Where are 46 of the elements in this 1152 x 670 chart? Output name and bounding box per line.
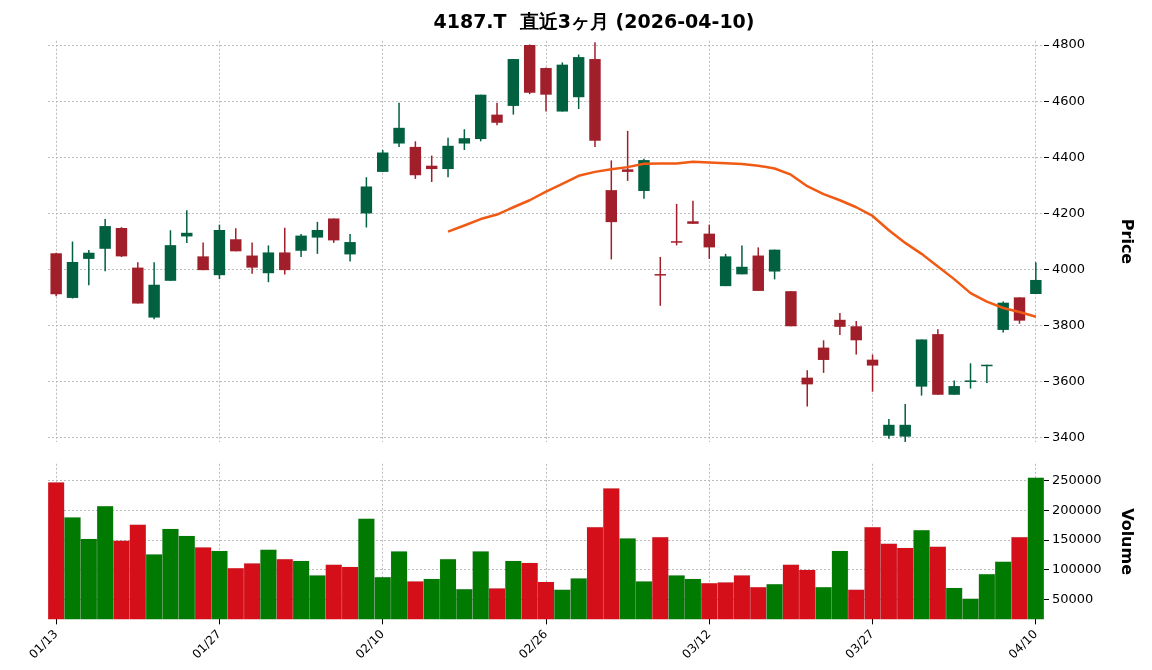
candlestick — [866, 353, 879, 393]
candlestick — [377, 149, 389, 173]
y-tick-label: 4600 — [1052, 92, 1086, 108]
candlestick — [246, 241, 258, 275]
candlestick — [262, 244, 275, 283]
candlestick — [736, 244, 748, 276]
candlestick — [670, 203, 683, 247]
candlestick — [883, 418, 895, 440]
candlestick — [311, 221, 324, 255]
candlestick — [328, 217, 340, 244]
y-tick-label: 3600 — [1052, 373, 1086, 389]
candlestick — [458, 128, 471, 151]
candlestick — [850, 320, 862, 356]
y-tick-label: 200000 — [1052, 501, 1102, 517]
candlestick — [279, 227, 291, 276]
y-tick-label: 4200 — [1052, 204, 1086, 220]
y-tick-label: 150000 — [1052, 531, 1102, 547]
candlestick — [344, 233, 356, 263]
candlestick — [834, 312, 846, 336]
y-tick-label: 3800 — [1052, 317, 1086, 333]
candlestick — [687, 200, 699, 225]
candlestick — [703, 223, 715, 260]
candlestick — [768, 248, 781, 281]
candlestick — [1030, 261, 1042, 295]
candlestick — [964, 362, 977, 390]
candlestick — [197, 241, 209, 271]
y-tick-label: 50000 — [1052, 591, 1094, 607]
y-tick-label: 3400 — [1052, 429, 1086, 445]
candlestick — [817, 339, 830, 374]
y-tick-label: 4800 — [1052, 36, 1086, 52]
candlestick — [899, 403, 911, 443]
y-axis-title: Volume — [1118, 508, 1138, 576]
chart-title: 4187.T 直近3ヶ月 (2026-04-10) — [433, 10, 755, 33]
candlestick — [99, 218, 111, 272]
candlestick — [442, 136, 454, 178]
candlestick — [654, 256, 667, 307]
candlestick — [491, 102, 503, 127]
y-axis-title: Price — [1118, 218, 1138, 265]
candlestick — [393, 102, 405, 148]
candlestick — [83, 249, 95, 287]
y-tick-label: 250000 — [1052, 471, 1102, 487]
y-tick-label: 4400 — [1052, 148, 1086, 164]
y-tick-label: 100000 — [1052, 561, 1102, 577]
y-tick-label: 4000 — [1052, 260, 1086, 276]
candlestick — [621, 130, 634, 182]
candlestick — [295, 233, 307, 258]
